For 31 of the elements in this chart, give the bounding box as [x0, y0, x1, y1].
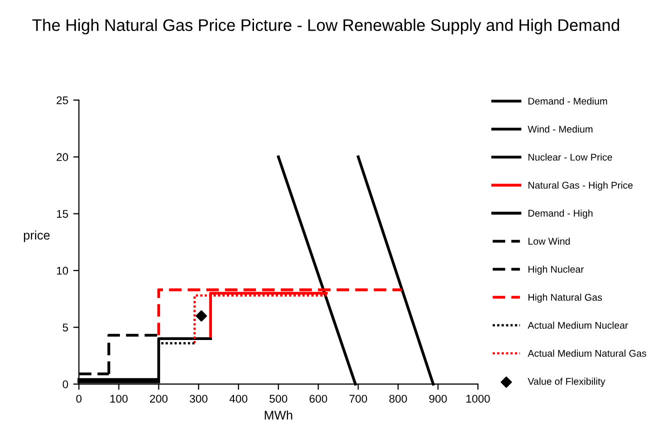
legend-label: Demand - Medium [528, 97, 608, 105]
y-tick-label: 20 [56, 153, 68, 162]
x-axis-title: MWh [264, 410, 292, 420]
x-tick-label: 400 [229, 394, 248, 403]
legend-label: Demand - High [528, 210, 592, 219]
y-axis-title: price [24, 230, 50, 242]
x-tick-label: 200 [150, 394, 168, 403]
x-tick-label: 100 [110, 394, 128, 403]
y-tick-label: 5 [62, 324, 68, 332]
x-tick-label: 800 [389, 394, 407, 403]
y-tick-label: 0 [62, 380, 68, 388]
legend-label: High Natural Gas [528, 294, 602, 303]
legend-label: Actual Medium Natural Gas [528, 350, 646, 357]
y-tick-label: 15 [56, 210, 68, 218]
x-tick-label: 1000 [466, 394, 490, 403]
legend-label: Actual Medium Nuclear [528, 322, 628, 329]
x-tick-label: 600 [310, 394, 328, 403]
x-tick-label: 700 [350, 394, 368, 403]
legend-label: Value of Flexibility [528, 378, 606, 387]
x-tick-label: 300 [190, 394, 208, 403]
legend-label: Wind - Medium [528, 125, 592, 133]
chart-title: The High Natural Gas Price Picture - Low Renewable Supply and High Demand [32, 18, 620, 34]
legend-label: Low Wind [528, 238, 570, 245]
x-tick-label: 0 [76, 394, 82, 403]
x-tick-label: 900 [429, 394, 447, 403]
x-tick-label: 500 [270, 394, 288, 403]
legend-label: High Nuclear [528, 266, 584, 275]
legend-label: Natural Gas - High Price [528, 182, 633, 191]
legend-label: Nuclear - Low Price [528, 154, 612, 161]
y-tick-label: 25 [56, 96, 68, 104]
y-tick-label: 10 [56, 266, 68, 275]
